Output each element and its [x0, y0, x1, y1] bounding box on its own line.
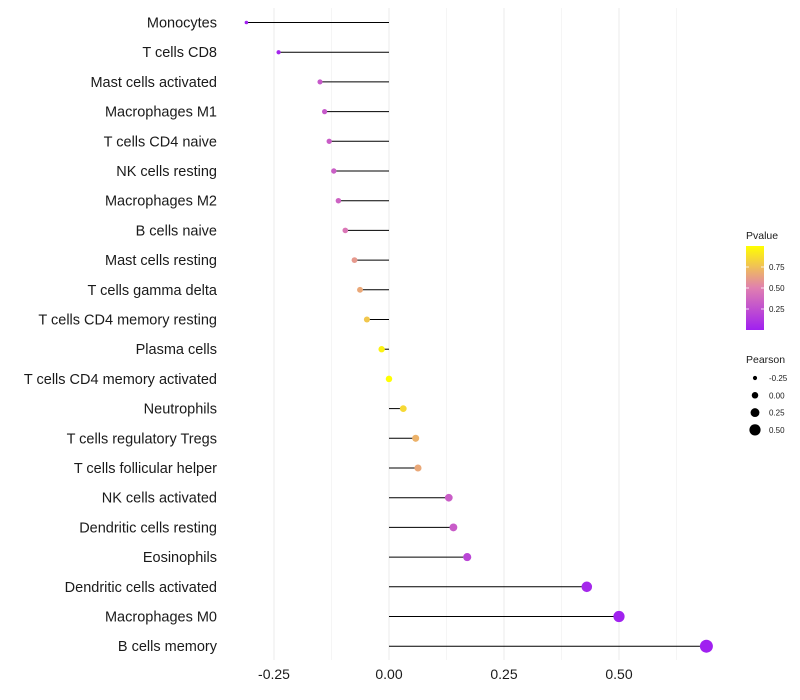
- point-20: [613, 610, 625, 623]
- pearson-legend-dot-2: [750, 408, 760, 418]
- point-7: [342, 227, 349, 234]
- pearson-legend-dot-1: [751, 392, 759, 399]
- point-15: [414, 464, 422, 472]
- point-3: [322, 109, 328, 115]
- lollipop-points: [244, 20, 713, 653]
- pearson-legend-label-1: 0.00: [769, 391, 785, 400]
- category-label-12: T cells CD4 memory activated: [24, 372, 217, 388]
- category-label-10: T cells CD4 memory resting: [38, 313, 217, 329]
- pearson-legend-dot-3: [749, 424, 761, 436]
- category-label-15: T cells follicular helper: [74, 461, 217, 477]
- category-label-8: Mast cells resting: [105, 253, 217, 269]
- category-label-1: T cells CD8: [142, 45, 217, 61]
- category-label-14: T cells regulatory Tregs: [67, 431, 217, 447]
- category-label-5: NK cells resting: [116, 164, 217, 180]
- point-14: [412, 434, 420, 442]
- pearson-legend-label-3: 0.50: [769, 426, 785, 435]
- category-label-13: Neutrophils: [144, 402, 217, 418]
- x-tick-label-1: 0.00: [375, 666, 402, 682]
- category-label-4: T cells CD4 naive: [104, 134, 217, 150]
- point-1: [276, 50, 281, 55]
- pearson-legend-dot-0: [752, 375, 758, 381]
- pvalue-legend-label-0: 0.25: [769, 305, 785, 314]
- category-label-0: Monocytes: [147, 16, 217, 32]
- pearson-legend-label-2: 0.25: [769, 409, 785, 418]
- pvalue-colorbar: [746, 246, 764, 330]
- point-0: [244, 20, 249, 25]
- category-label-3: Macrophages M1: [105, 105, 217, 121]
- category-label-9: T cells gamma delta: [88, 283, 218, 299]
- point-4: [326, 138, 332, 144]
- category-label-17: Dendritic cells resting: [79, 520, 217, 536]
- x-tick-label-2: 0.25: [490, 666, 517, 682]
- pvalue-legend-label-1: 0.50: [769, 284, 785, 293]
- pearson-legend-title: Pearson: [746, 354, 785, 366]
- point-10: [363, 316, 370, 323]
- point-12: [385, 375, 393, 383]
- lollipop-segments: [246, 22, 707, 647]
- x-axis-tick-labels: -0.25 0.00 0.25 0.50: [258, 666, 633, 682]
- point-6: [335, 197, 342, 204]
- point-11: [378, 346, 385, 353]
- pearson-legend-label-0: -0.25: [769, 374, 788, 383]
- point-18: [463, 553, 472, 562]
- category-label-7: B cells naive: [136, 223, 217, 239]
- category-label-16: NK cells activated: [102, 491, 217, 507]
- point-16: [444, 493, 453, 502]
- point-2: [317, 79, 323, 85]
- point-9: [357, 286, 363, 293]
- x-tick-label-0: -0.25: [258, 666, 290, 682]
- point-21: [699, 639, 713, 653]
- pvalue-legend: Pvalue 0.25 0.50 0.75: [746, 230, 785, 330]
- category-label-18: Eosinophils: [143, 550, 217, 566]
- point-13: [399, 405, 407, 413]
- category-label-6: Macrophages M2: [105, 194, 217, 210]
- x-tick-label-3: 0.50: [605, 666, 632, 682]
- category-label-2: Mast cells activated: [90, 75, 217, 91]
- pvalue-legend-label-2: 0.75: [769, 263, 785, 272]
- point-8: [351, 257, 358, 264]
- grid-lines: [273, 8, 677, 660]
- point-5: [331, 168, 337, 174]
- pvalue-legend-title: Pvalue: [746, 230, 778, 242]
- category-label-20: Macrophages M0: [105, 610, 217, 626]
- y-axis-labels: Monocytes T cells CD8 Mast cells activated…: [24, 16, 218, 656]
- point-17: [449, 523, 458, 532]
- category-label-11: Plasma cells: [136, 342, 217, 358]
- category-label-19: Dendritic cells activated: [65, 580, 217, 596]
- point-19: [581, 581, 593, 593]
- category-label-21: B cells memory: [118, 639, 218, 655]
- pearson-legend: Pearson -0.25 0.00 0.25 0.50: [746, 354, 788, 436]
